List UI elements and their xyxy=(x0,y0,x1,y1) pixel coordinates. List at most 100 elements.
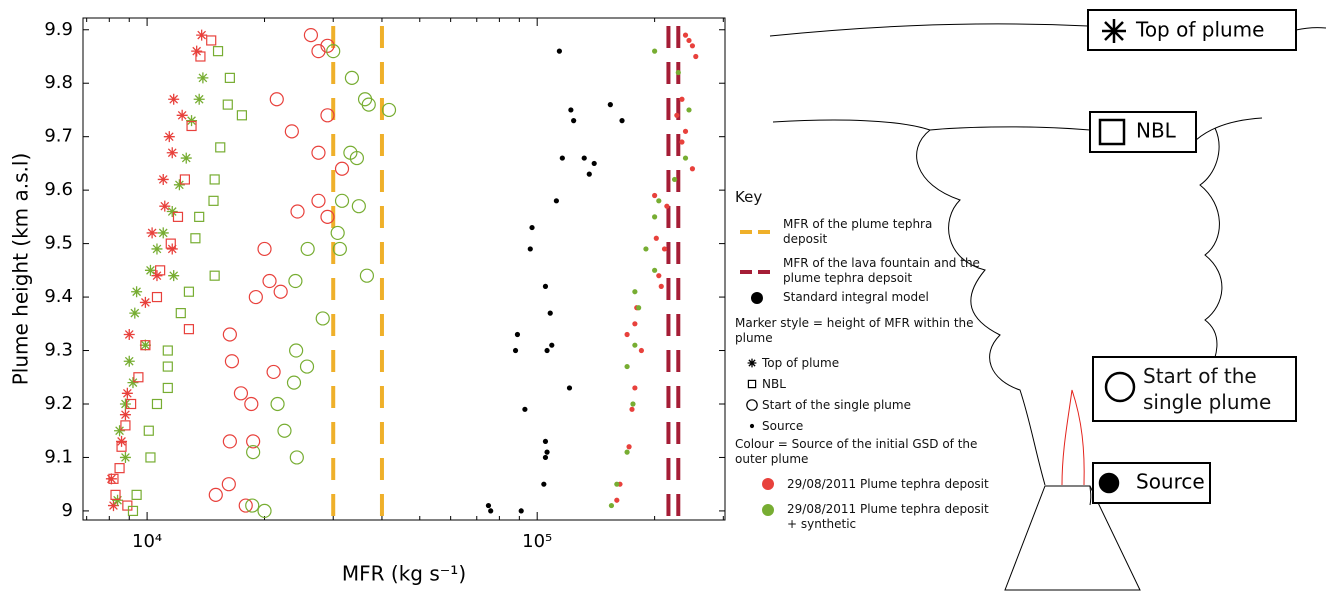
marker-square xyxy=(155,265,166,276)
marker-circle xyxy=(326,44,341,59)
marker-circle xyxy=(330,225,345,241)
key-text: Start of the single plume xyxy=(762,398,911,412)
marker-circle xyxy=(222,327,237,342)
marker-square xyxy=(175,308,186,319)
marker-circle xyxy=(286,375,302,390)
key-title: Key xyxy=(735,188,763,206)
key-text: MFR of the plume tephra deposit xyxy=(783,217,933,246)
marker-square xyxy=(127,505,139,517)
marker-dot xyxy=(614,497,620,503)
plot-frame xyxy=(82,17,726,521)
marker-dot xyxy=(749,423,755,429)
diagram-boxes xyxy=(1087,9,1297,504)
key-colour xyxy=(762,504,774,516)
marker-dot xyxy=(624,449,630,455)
marker-square xyxy=(122,500,133,511)
marker-star xyxy=(107,500,119,512)
marker-square xyxy=(208,195,219,206)
marker-dot xyxy=(522,406,528,412)
marker-square xyxy=(206,35,217,46)
y-tick-label: 9.7 xyxy=(44,126,73,147)
marker-dot xyxy=(547,310,553,316)
marker-square xyxy=(143,425,154,436)
marker-star xyxy=(166,147,178,159)
marker-square xyxy=(108,473,119,484)
marker-circle xyxy=(248,289,263,305)
marker-dot xyxy=(652,267,658,273)
marker-star xyxy=(157,227,169,239)
marker-square xyxy=(183,324,195,335)
marker-circle xyxy=(266,364,281,380)
marker-circle xyxy=(284,124,299,139)
marker-square xyxy=(194,211,205,222)
marker-star xyxy=(193,93,205,105)
marker-circle xyxy=(320,38,335,53)
marker-circle xyxy=(311,145,326,160)
marker-square xyxy=(133,372,144,383)
marker-circle xyxy=(257,241,272,257)
marker-dot xyxy=(629,406,635,412)
marker-circle xyxy=(288,273,303,289)
diagram-label: Top of plume xyxy=(1135,18,1264,42)
marker-square xyxy=(162,382,173,394)
y-tick-label: 9.4 xyxy=(44,286,73,307)
marker-dot xyxy=(485,502,492,509)
marker-dot xyxy=(549,342,555,348)
marker-dot xyxy=(679,96,685,102)
marker-square xyxy=(151,398,163,410)
marker-star xyxy=(151,270,163,282)
marker-dot xyxy=(586,171,592,177)
marker-dot xyxy=(541,481,547,487)
marker-star xyxy=(112,494,124,506)
marker-square xyxy=(145,452,156,463)
marker-star xyxy=(139,296,151,308)
marker-circle xyxy=(257,503,272,519)
marker-circle xyxy=(289,343,304,358)
marker-star xyxy=(163,131,175,143)
marker-square xyxy=(172,211,184,222)
marker-dot xyxy=(636,305,642,311)
marker-star xyxy=(173,179,185,191)
marker-star xyxy=(176,109,188,121)
marker-square xyxy=(114,463,125,474)
marker-circle xyxy=(273,284,288,299)
marker-dot xyxy=(581,155,587,161)
marker-square xyxy=(179,174,191,185)
marker-dot xyxy=(568,107,574,113)
key-text: 29/08/2011 Plume tephra deposit xyxy=(787,477,989,491)
marker-star xyxy=(146,227,158,239)
marker-dot xyxy=(608,502,615,509)
marker-square xyxy=(165,238,176,249)
marker-star xyxy=(139,339,151,351)
x-tick-label: 10⁴ xyxy=(132,531,162,552)
marker-circle xyxy=(311,44,326,59)
marker-dot xyxy=(544,449,550,455)
marker-square xyxy=(195,51,206,62)
marker-dot xyxy=(556,48,562,54)
marker-dot xyxy=(638,347,645,354)
marker-star xyxy=(119,398,131,410)
marker-circle xyxy=(299,359,315,374)
marker-circle xyxy=(277,423,292,438)
marker-dot xyxy=(619,118,625,124)
marker-square xyxy=(120,420,131,431)
marker-star xyxy=(747,358,757,368)
y-axis-label: Plume height (km a.s.l) xyxy=(9,153,33,386)
marker-circle xyxy=(270,396,285,412)
marker-dot xyxy=(679,139,685,145)
marker-dot xyxy=(566,385,573,391)
marker-square xyxy=(140,340,151,351)
marker-dot xyxy=(607,102,613,108)
marker-dot xyxy=(632,289,638,295)
marker-square xyxy=(747,379,757,389)
y-tick-label: 9.2 xyxy=(44,393,73,414)
marker-dot xyxy=(527,246,533,252)
marker-dot xyxy=(656,273,662,279)
marker-star xyxy=(121,387,133,399)
marker-dot xyxy=(658,283,664,289)
marker-circle xyxy=(221,477,236,492)
marker-circle xyxy=(303,28,319,43)
marker-star xyxy=(151,243,163,255)
marker-star xyxy=(186,115,198,127)
